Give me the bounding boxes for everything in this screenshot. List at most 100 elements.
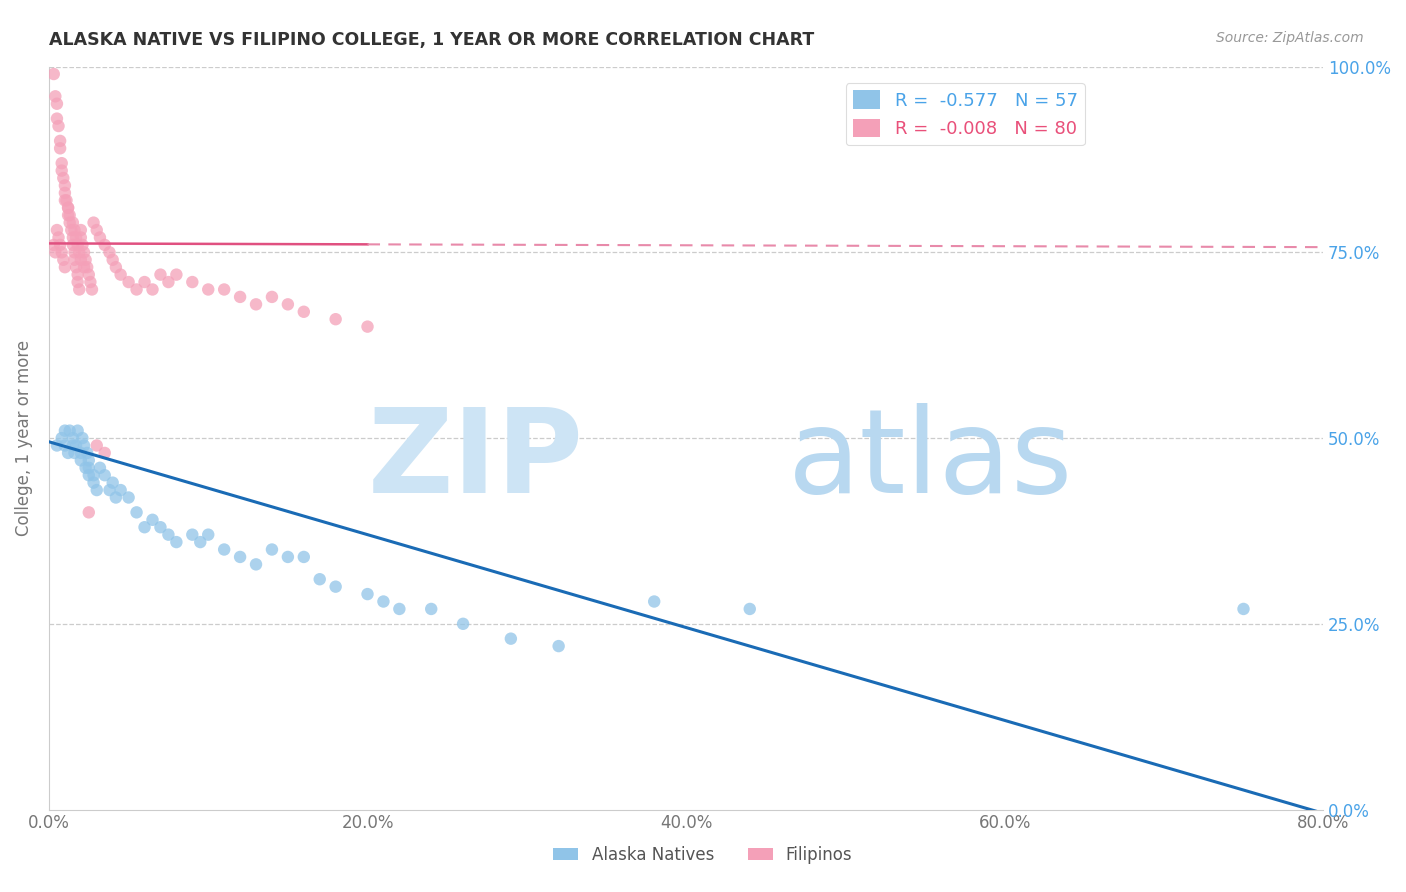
Point [356, 587, 378, 601]
Point [157, 527, 180, 541]
Point [86, 223, 108, 237]
Point [53, 438, 76, 452]
Point [197, 527, 219, 541]
Point [93, 238, 115, 252]
Point [110, 483, 132, 497]
Point [42, 67, 65, 81]
Point [59, 208, 82, 222]
Point [56, 446, 79, 460]
Point [117, 491, 139, 505]
Point [229, 549, 252, 564]
Point [49, 134, 72, 148]
Point [165, 535, 187, 549]
Point [245, 297, 267, 311]
Text: atlas: atlas [787, 403, 1073, 518]
Point [86, 483, 108, 497]
Point [55, 194, 77, 208]
Point [181, 275, 204, 289]
Point [141, 283, 163, 297]
Point [277, 549, 299, 564]
Y-axis label: College, 1 year or more: College, 1 year or more [15, 340, 32, 536]
Point [63, 252, 86, 267]
Point [181, 527, 204, 541]
Point [104, 260, 127, 275]
Text: Source: ZipAtlas.com: Source: ZipAtlas.com [1216, 31, 1364, 45]
Point [134, 520, 156, 534]
Point [73, 260, 96, 275]
Point [52, 171, 75, 186]
Point [117, 275, 139, 289]
Point [72, 431, 94, 445]
Point [157, 275, 180, 289]
Point [134, 275, 156, 289]
Point [229, 290, 252, 304]
Point [451, 616, 474, 631]
Point [260, 542, 283, 557]
Point [93, 468, 115, 483]
Point [69, 453, 91, 467]
Point [79, 275, 101, 289]
Point [53, 186, 76, 200]
Point [245, 558, 267, 572]
Point [59, 216, 82, 230]
Point [101, 252, 124, 267]
Point [69, 252, 91, 267]
Point [86, 438, 108, 452]
Point [53, 178, 76, 193]
Point [149, 268, 172, 282]
Point [83, 216, 105, 230]
Point [643, 594, 665, 608]
Point [67, 283, 90, 297]
Point [62, 216, 84, 230]
Point [44, 89, 66, 103]
Point [60, 223, 83, 237]
Point [89, 230, 111, 244]
Point [49, 238, 72, 252]
Point [499, 632, 522, 646]
Point [277, 297, 299, 311]
Point [66, 424, 89, 438]
Point [65, 260, 87, 275]
Point [420, 602, 443, 616]
Point [51, 431, 73, 445]
Point [56, 201, 79, 215]
Point [76, 260, 98, 275]
Point [66, 275, 89, 289]
Point [141, 513, 163, 527]
Point [66, 238, 89, 252]
Point [388, 602, 411, 616]
Point [65, 230, 87, 244]
Point [260, 290, 283, 304]
Point [356, 319, 378, 334]
Point [1232, 602, 1254, 616]
Point [149, 520, 172, 534]
Point [69, 223, 91, 237]
Point [83, 468, 105, 483]
Point [63, 223, 86, 237]
Point [59, 424, 82, 438]
Point [45, 223, 67, 237]
Point [325, 580, 347, 594]
Point [51, 163, 73, 178]
Point [48, 230, 70, 244]
Point [125, 283, 148, 297]
Point [101, 475, 124, 490]
Point [62, 431, 84, 445]
Point [76, 446, 98, 460]
Point [51, 156, 73, 170]
Point [77, 505, 100, 519]
Point [77, 453, 100, 467]
Point [65, 438, 87, 452]
Point [212, 542, 235, 557]
Point [53, 424, 76, 438]
Text: ZIP: ZIP [368, 403, 583, 518]
Point [188, 535, 211, 549]
Point [308, 572, 330, 586]
Point [67, 245, 90, 260]
Point [292, 305, 315, 319]
Point [62, 230, 84, 244]
Point [63, 245, 86, 260]
Legend: R =  -0.577   N = 57, R =  -0.008   N = 80: R = -0.577 N = 57, R = -0.008 N = 80 [846, 83, 1085, 145]
Point [45, 112, 67, 126]
Point [49, 141, 72, 155]
